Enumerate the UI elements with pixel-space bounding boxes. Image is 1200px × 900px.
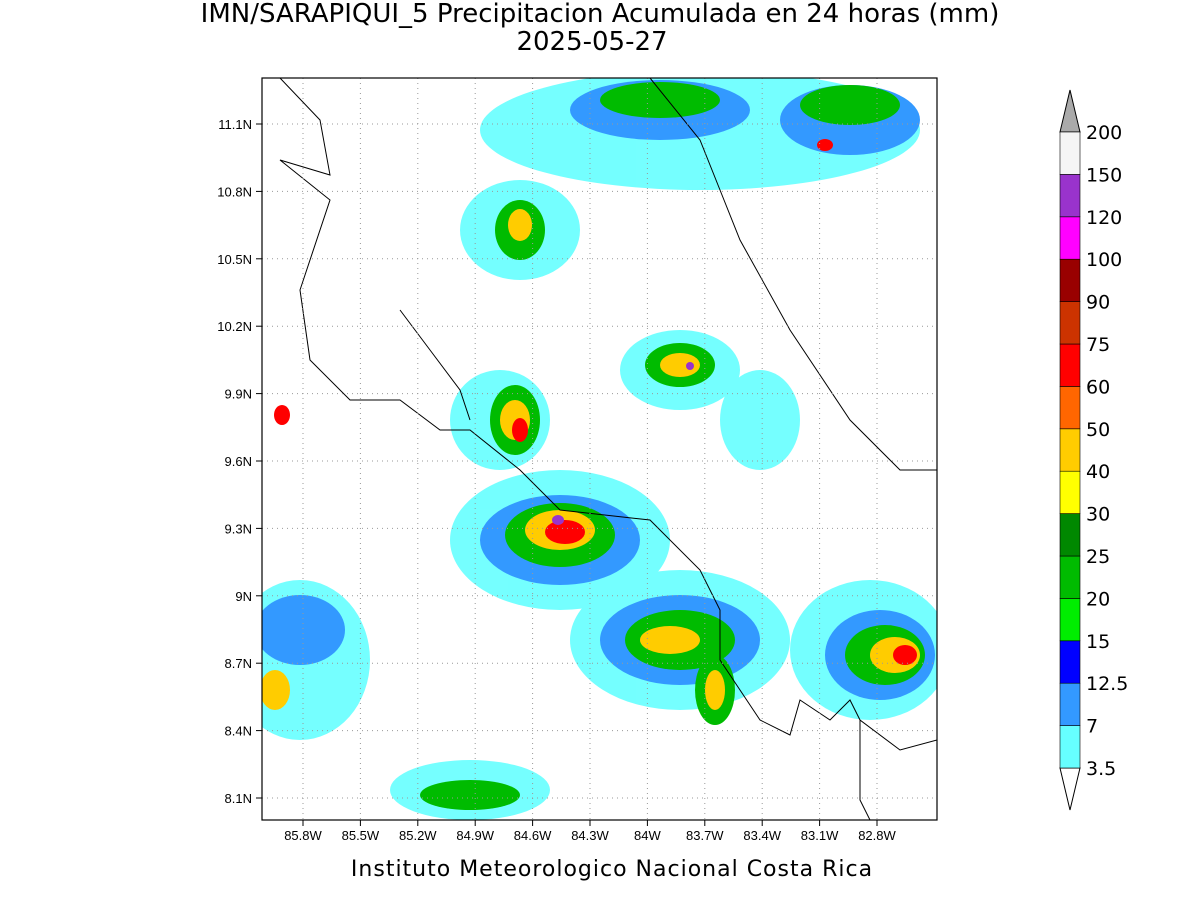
colorbar-box xyxy=(1059,131,1081,175)
colorbar-over xyxy=(1059,89,1081,133)
lat-label: 8.4N xyxy=(225,724,252,739)
colorbar-label: 30 xyxy=(1086,504,1110,526)
colorbar-label: 40 xyxy=(1086,461,1110,483)
lon-label: 83.1W xyxy=(801,828,839,843)
map-title: IMN/SARAPIQUI_5 Precipitacion Acumulada … xyxy=(201,0,1000,29)
lat-label: 10.2N xyxy=(217,319,252,334)
colorbar-label: 60 xyxy=(1086,376,1110,398)
colorbar-box xyxy=(1059,428,1081,472)
lon-label: 83.7W xyxy=(686,828,724,843)
graticule: 11.1N 10.8N 10.5N 10.2N 9.9N 9.6N 9.3N 9N 8.7N 8.… xyxy=(217,78,937,843)
colorbar-label: 50 xyxy=(1086,419,1110,441)
colorbar-box xyxy=(1059,174,1081,218)
colorbar-label: 15 xyxy=(1086,631,1110,653)
map-date: 2025-05-27 xyxy=(516,27,667,57)
lat-label: 11.1N xyxy=(218,117,252,132)
map-footer: Instituto Meteorologico Nacional Costa R… xyxy=(351,857,873,882)
lat-label: 9.3N xyxy=(225,521,252,536)
lat-label: 8.1N xyxy=(225,791,252,806)
colorbar-box xyxy=(1059,725,1081,769)
lon-label: 84W xyxy=(634,828,661,843)
lon-label: 85.8W xyxy=(284,828,322,843)
colorbar-box xyxy=(1059,343,1081,387)
lat-label: 9N xyxy=(235,589,252,604)
colorbar-box xyxy=(1059,598,1081,642)
colorbar-box xyxy=(1059,470,1081,514)
colorbar-label: 90 xyxy=(1086,292,1110,314)
lat-label: 8.7N xyxy=(225,656,252,671)
colorbar-label: 20 xyxy=(1086,588,1110,610)
colorbar-box xyxy=(1059,386,1081,430)
lat-label: 9.6N xyxy=(225,454,252,469)
colorbar-label: 200 xyxy=(1086,122,1122,144)
lon-label: 82.8W xyxy=(858,828,896,843)
colorbar-box xyxy=(1059,555,1081,599)
colorbar: 3.5 7 12.5 15 20 25 30 40 50 60 75 90 100 120 150 200 xyxy=(1059,89,1128,811)
colorbar-under xyxy=(1059,767,1081,811)
colorbar-label: 75 xyxy=(1086,334,1110,356)
lon-label: 84.9W xyxy=(456,828,494,843)
colorbar-box xyxy=(1059,682,1081,726)
colorbar-label: 12.5 xyxy=(1086,673,1128,695)
colorbar-box xyxy=(1059,513,1081,557)
lon-label: 83.4W xyxy=(743,828,781,843)
map-frame xyxy=(261,77,938,821)
precip-field xyxy=(262,78,937,820)
colorbar-label: 7 xyxy=(1086,716,1098,738)
colorbar-label: 25 xyxy=(1086,546,1110,568)
lat-label: 10.8N xyxy=(217,184,252,199)
colorbar-box xyxy=(1059,301,1081,345)
colorbar-box xyxy=(1059,258,1081,302)
lon-label: 85.5W xyxy=(342,828,380,843)
colorbar-box xyxy=(1059,640,1081,684)
lon-label: 84.3W xyxy=(571,828,609,843)
colorbar-label: 3.5 xyxy=(1086,758,1116,780)
lat-label: 10.5N xyxy=(217,252,252,267)
colorbar-label: 120 xyxy=(1086,207,1122,229)
lon-label: 85.2W xyxy=(399,828,437,843)
colorbar-label: 150 xyxy=(1086,164,1122,186)
lat-label: 9.9N xyxy=(225,387,252,402)
colorbar-box xyxy=(1059,216,1081,260)
colorbar-label: 100 xyxy=(1086,249,1122,271)
lon-label: 84.6W xyxy=(514,828,552,843)
